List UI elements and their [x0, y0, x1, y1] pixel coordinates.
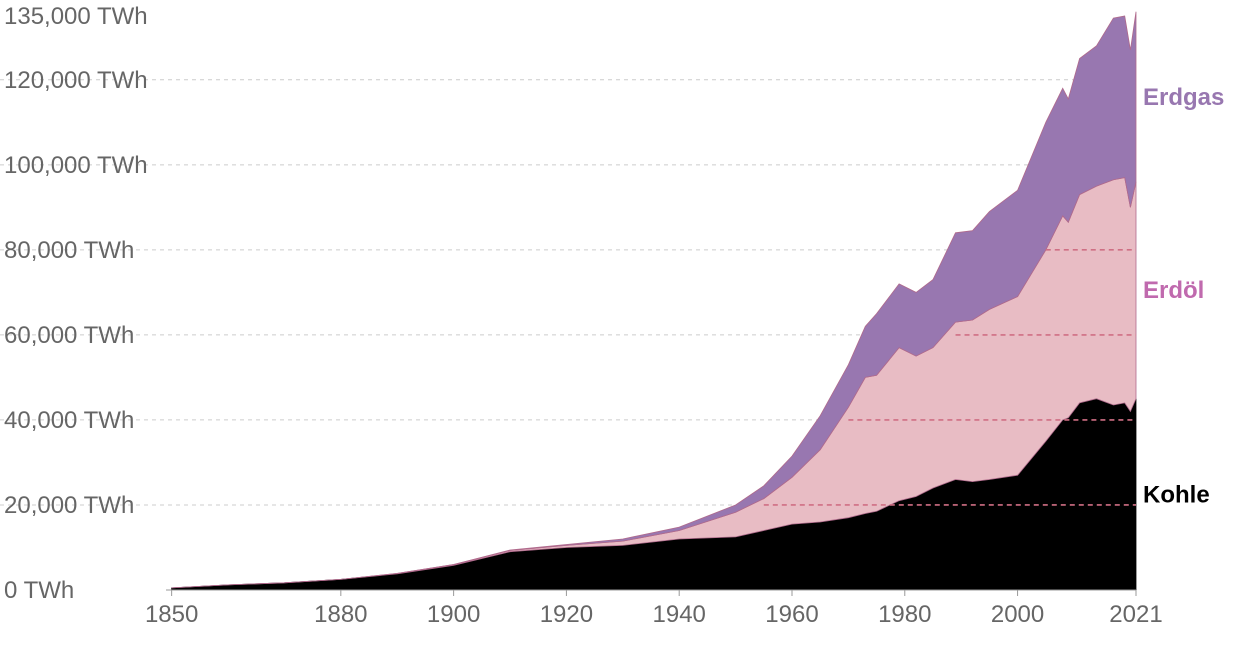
y-tick-label: 60,000 TWh	[4, 322, 134, 349]
series-label-erd-l: Erdöl	[1143, 277, 1204, 304]
x-tick-label: 1900	[427, 601, 480, 628]
y-tick-label: 135,000 TWh	[4, 3, 148, 30]
overlay-gridlines	[763, 249, 1136, 506]
x-tick-label: 1880	[314, 601, 367, 628]
y-tick-label: 20,000 TWh	[4, 492, 134, 519]
x-tick-label: 2021	[1109, 601, 1162, 628]
y-tick-label: 0 TWh	[4, 577, 74, 604]
y-tick-label: 40,000 TWh	[4, 407, 134, 434]
x-tick-label: 2000	[991, 601, 1044, 628]
series-areas	[171, 11, 1137, 591]
y-tick-label: 120,000 TWh	[4, 67, 148, 94]
x-tick-label: 1850	[145, 601, 198, 628]
series-labels: Kohle Erdöl Erdgas	[1143, 84, 1224, 509]
series-area-erdgas	[171, 11, 1137, 589]
series-label-erdgas: Erdgas	[1143, 84, 1224, 111]
x-tick-label: 1980	[878, 601, 931, 628]
x-tick-label: 1940	[653, 601, 706, 628]
y-tick-label: 100,000 TWh	[4, 152, 148, 179]
series-label-kohle: Kohle	[1143, 481, 1210, 508]
axes: 0 TWh 20,000 TWh 40,000 TWh 60,000 TWh 80,00…	[4, 3, 1163, 628]
y-tick-label: 80,000 TWh	[4, 237, 134, 264]
x-tick-label: 1960	[765, 601, 818, 628]
x-tick-label: 1920	[540, 601, 593, 628]
